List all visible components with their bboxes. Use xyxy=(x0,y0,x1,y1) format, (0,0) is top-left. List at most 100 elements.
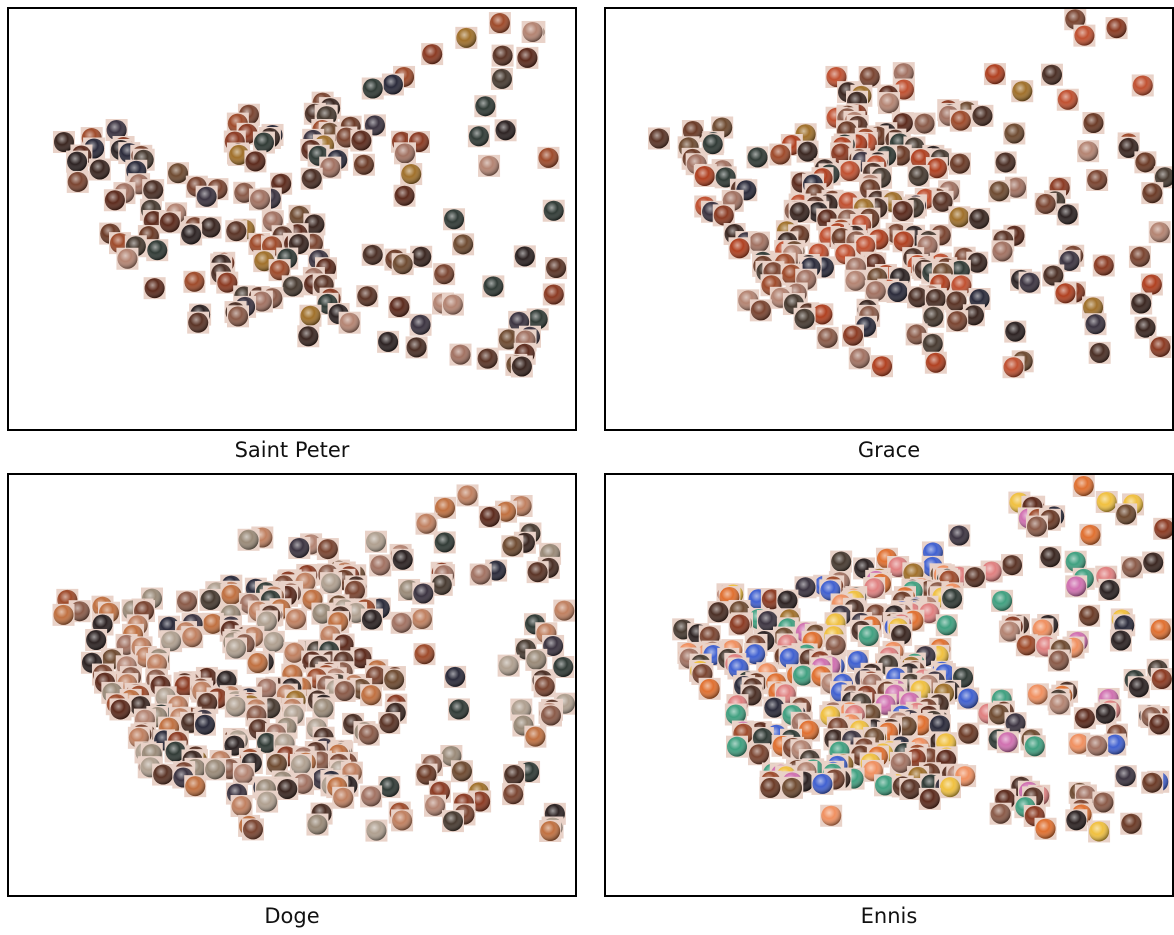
sphere-shade xyxy=(866,281,886,301)
sphere-shade xyxy=(727,737,747,757)
sphere-shade xyxy=(407,337,427,357)
sphere-shade xyxy=(965,567,985,587)
sphere-shade xyxy=(453,234,473,254)
sphere-shade xyxy=(914,114,934,134)
sphere-shade xyxy=(958,688,978,708)
sphere-shade xyxy=(478,349,498,369)
sphere-cloud xyxy=(9,9,575,429)
sphere-shade xyxy=(302,169,322,189)
sphere-shade xyxy=(525,727,545,747)
sphere-shade xyxy=(483,276,503,296)
sphere-shade xyxy=(947,311,967,331)
sphere-shade xyxy=(1142,183,1162,203)
sphere-shade xyxy=(1116,766,1136,786)
sphere-shade xyxy=(1135,152,1155,172)
sphere-shade xyxy=(401,164,421,184)
sphere-shade xyxy=(313,698,333,718)
sphere-shade xyxy=(490,13,510,33)
sphere-shade xyxy=(1079,606,1099,626)
sphere-shade xyxy=(544,284,564,304)
sphere-shade xyxy=(434,264,454,284)
sphere-shade xyxy=(435,498,455,518)
sphere-shade xyxy=(714,205,734,225)
sphere-shade xyxy=(502,536,522,556)
sphere-shade xyxy=(831,552,851,572)
sphere-shade xyxy=(1066,810,1086,830)
sphere-shade xyxy=(389,297,409,317)
sphere-shade xyxy=(1028,684,1048,704)
sphere-shade xyxy=(160,212,180,232)
sphere-shade xyxy=(1002,555,1022,575)
sphere-shade xyxy=(958,724,978,744)
sphere-shade xyxy=(1097,492,1117,512)
sphere-shade xyxy=(351,131,371,151)
sphere-shade xyxy=(1107,18,1127,38)
sphere-shade xyxy=(188,313,208,333)
sphere-shade xyxy=(143,180,163,200)
page: Saint Peter Grace Doge Ennis (() => { co… xyxy=(0,0,1174,935)
sphere-shade xyxy=(145,278,165,298)
sphere-shade xyxy=(951,111,971,131)
sphere-shade xyxy=(749,233,769,253)
sphere-shade xyxy=(730,614,750,634)
sphere-shade xyxy=(812,774,832,794)
sphere-shade xyxy=(1105,735,1125,755)
sphere-shade xyxy=(499,656,519,676)
sphere-shade xyxy=(291,755,311,775)
sphere-shade xyxy=(411,247,431,267)
sphere-shade xyxy=(264,632,284,652)
sphere-shade xyxy=(197,187,217,207)
sphere-shade xyxy=(1095,704,1115,724)
sphere-shade xyxy=(234,764,254,784)
sphere-shade xyxy=(232,796,252,816)
sphere-shade xyxy=(366,821,386,841)
caption: Grace xyxy=(604,438,1174,462)
sphere-shade xyxy=(1131,294,1151,314)
sphere-shade xyxy=(414,644,434,664)
sphere-shade xyxy=(153,765,173,785)
sphere-shade xyxy=(1150,222,1170,242)
sphere-shade xyxy=(1025,736,1045,756)
sphere-shade xyxy=(1036,819,1056,839)
sphere-shade xyxy=(226,221,246,241)
sphere-shade xyxy=(362,610,382,630)
sphere-shade xyxy=(182,627,202,647)
sphere-cloud xyxy=(9,475,575,895)
sphere-shade xyxy=(1004,357,1024,377)
sphere-shade xyxy=(379,713,399,733)
sphere-shade xyxy=(1078,141,1098,161)
sphere-shade xyxy=(985,64,1005,84)
sphere-shade xyxy=(432,575,452,595)
sphere-shade xyxy=(383,75,403,95)
panel xyxy=(7,7,577,431)
sphere-shade xyxy=(528,562,548,582)
sphere-shade xyxy=(1116,504,1136,524)
sphere-shade xyxy=(1151,619,1171,639)
sphere-shade xyxy=(228,306,248,326)
sphere-shade xyxy=(1058,90,1078,110)
sphere-shade xyxy=(1066,576,1086,596)
sphere-shade xyxy=(449,699,469,719)
sphere-shade xyxy=(412,609,432,629)
sphere-shade xyxy=(68,172,88,192)
sphere-shade xyxy=(649,128,669,148)
sphere-shade xyxy=(1049,694,1069,714)
sphere-shade xyxy=(517,48,537,68)
sphere-shade xyxy=(226,638,246,658)
sphere-shade xyxy=(991,804,1011,824)
sphere-shade xyxy=(748,147,768,167)
sphere-shade xyxy=(200,590,220,610)
panel xyxy=(7,473,577,897)
sphere-shade xyxy=(1087,736,1107,756)
sphere-shade xyxy=(392,810,412,830)
sphere-shade xyxy=(321,573,341,593)
sphere-shade xyxy=(1135,318,1155,338)
sphere-shade xyxy=(245,151,265,171)
sphere-shade xyxy=(949,526,969,546)
sphere-shade xyxy=(950,154,970,174)
sphere-shade xyxy=(359,725,379,745)
sphere-shade xyxy=(443,295,463,315)
sphere-shade xyxy=(989,181,1009,201)
sphere-shade xyxy=(469,126,489,146)
sphere-shade xyxy=(185,776,205,796)
